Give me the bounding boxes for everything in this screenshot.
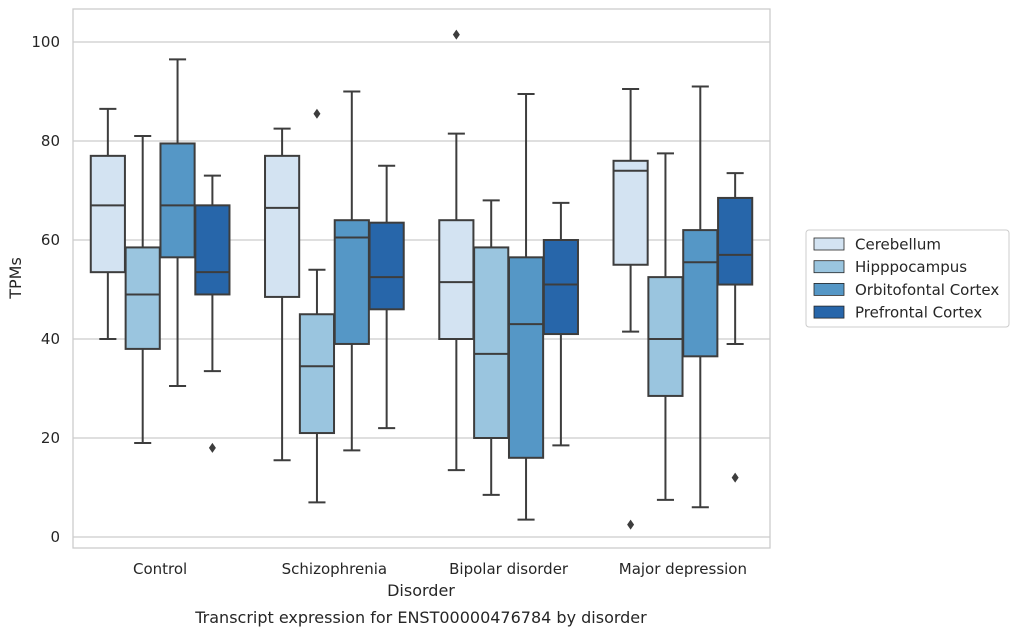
outlier-point (452, 29, 460, 40)
box-iqr (612, 159, 649, 266)
legend-label: Orbitofontal Cortex (855, 281, 999, 299)
box (612, 88, 649, 530)
box (473, 199, 510, 496)
y-tick-label: 0 (50, 528, 60, 546)
box (159, 58, 196, 388)
box (647, 152, 684, 501)
legend-item: Hipppocampus (813, 258, 967, 276)
x-axis-ticks: Control Schizophrenia Bipolar disorder Majo… (133, 560, 747, 578)
legend-swatch (813, 237, 845, 251)
x-tick-label: Control (133, 560, 187, 578)
x-axis-label: Disorder (387, 581, 455, 600)
series-prefrontal-cortex (194, 164, 754, 483)
legend-item: Prefrontal Cortex (813, 304, 982, 322)
box (542, 201, 579, 447)
y-axis-ticks: 0 20 40 60 80 100 (31, 33, 60, 546)
box-iqr (473, 246, 510, 439)
chart-caption: Transcript expression for ENST0000047678… (194, 608, 647, 627)
y-tick-label: 20 (41, 429, 60, 447)
box-iqr (159, 142, 196, 259)
plot-frame (72, 8, 771, 549)
box-iqr (194, 204, 231, 296)
y-tick-label: 60 (41, 231, 60, 249)
box-iqr (438, 219, 475, 340)
legend-label: Prefrontal Cortex (855, 304, 982, 322)
legend: Cerebellum Hipppocampus Orbitofontal Corte… (805, 229, 1010, 328)
box-iqr (368, 221, 405, 311)
box (124, 135, 161, 444)
box (368, 164, 405, 430)
box-iqr (717, 196, 754, 286)
series-orbitofontal-cortex (159, 58, 719, 521)
legend-item: Cerebellum (813, 236, 941, 254)
box (333, 90, 370, 452)
x-tick-label: Schizophrenia (282, 560, 387, 578)
box-iqr (298, 313, 336, 435)
legend-label: Cerebellum (855, 236, 941, 254)
legend-label: Hipppocampus (855, 258, 967, 276)
box-iqr (682, 229, 719, 358)
outlier-point (627, 519, 635, 530)
box (89, 107, 126, 340)
series-cerebellum (89, 29, 649, 530)
box-iqr (647, 276, 684, 397)
box-iqr (542, 239, 579, 336)
legend-swatch (813, 305, 845, 319)
box-iqr (89, 154, 126, 274)
box-plot-series (89, 29, 754, 530)
y-axis-label: TPMs (6, 257, 25, 300)
outlier-point (731, 472, 739, 483)
box (298, 108, 336, 504)
y-tick-label: 80 (41, 132, 60, 150)
box (194, 174, 231, 453)
legend-swatch (813, 260, 845, 274)
box (682, 85, 719, 509)
box-iqr (333, 219, 370, 345)
box-iqr (124, 246, 161, 350)
legend-frame (805, 229, 1010, 328)
box-iqr (264, 154, 301, 298)
y-tick-label: 100 (31, 33, 60, 51)
legend-swatch (813, 282, 845, 296)
x-tick-label: Major depression (619, 560, 747, 578)
box (717, 172, 754, 483)
box (507, 92, 545, 521)
x-tick-label: Bipolar disorder (449, 560, 569, 578)
box (438, 29, 475, 472)
legend-item: Orbitofontal Cortex (813, 281, 999, 299)
box-iqr (507, 256, 545, 459)
outlier-point (313, 108, 321, 119)
box (264, 127, 301, 462)
outlier-point (208, 442, 216, 453)
y-tick-label: 40 (41, 330, 60, 348)
